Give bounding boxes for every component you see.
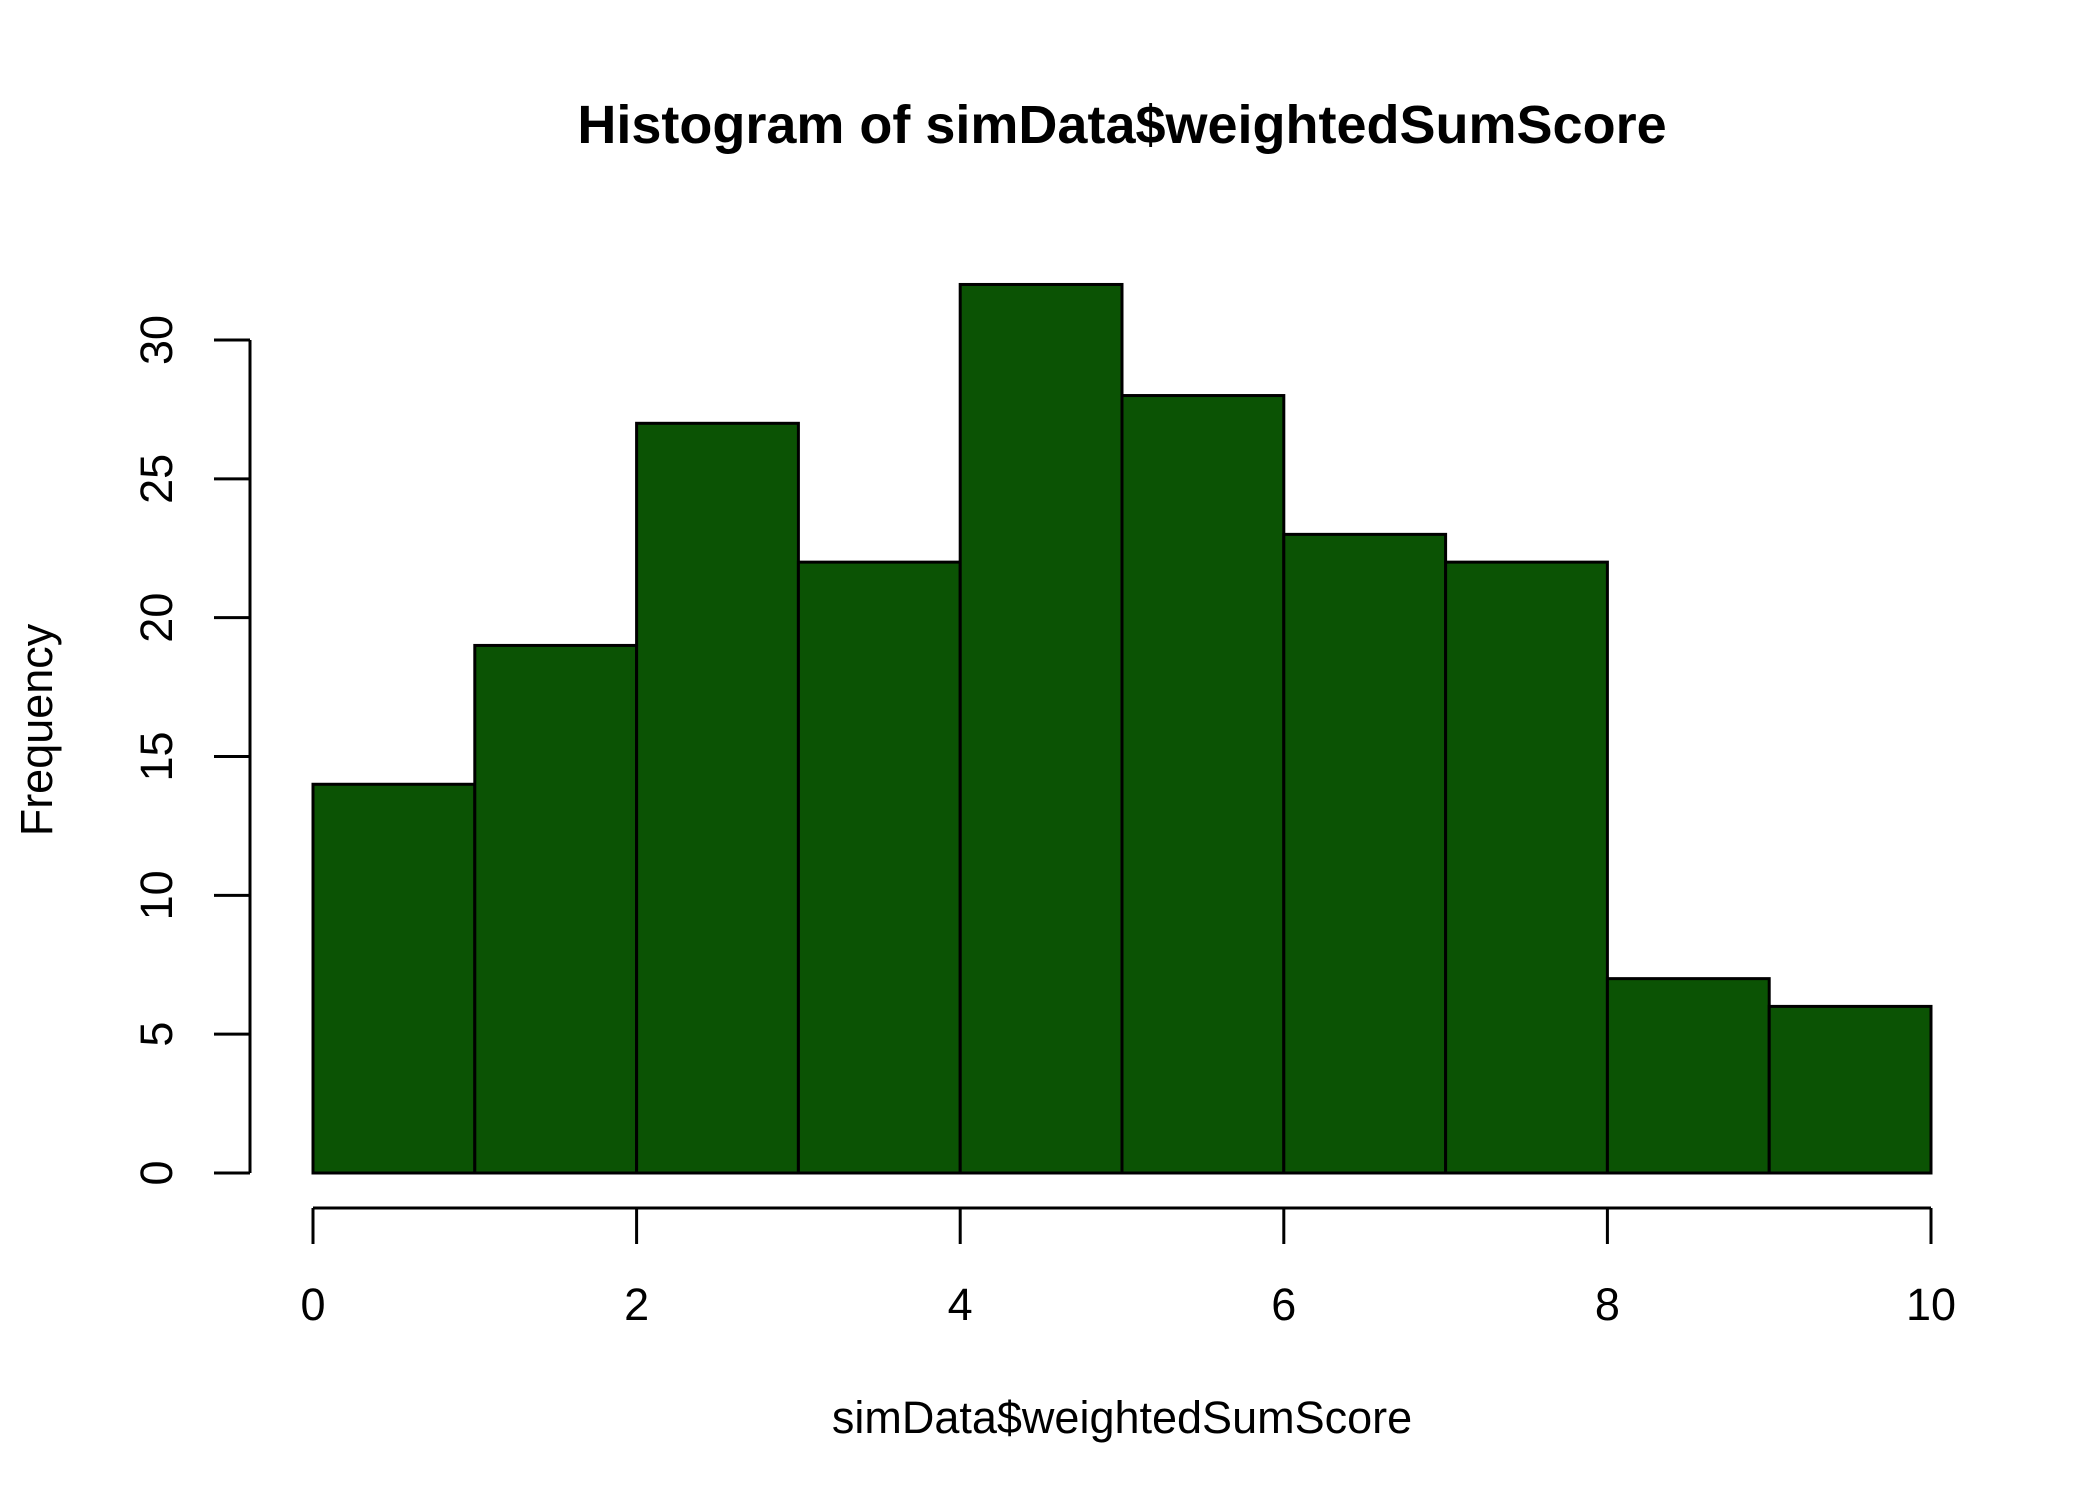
chart-title: Histogram of simData$weightedSumScore — [577, 95, 1666, 155]
histogram-bar-1 — [473, 643, 639, 1175]
x-axis-label: simData$weightedSumScore — [832, 1392, 1412, 1443]
histogram-bar-3 — [796, 560, 962, 1175]
histogram-bar-4 — [958, 282, 1124, 1175]
x-tick-label: 4 — [948, 1279, 973, 1330]
x-tick-label: 10 — [1906, 1279, 1956, 1330]
y-tick-label: 0 — [131, 1160, 182, 1185]
x-axis: 0 2 4 6 8 10 — [300, 1206, 1956, 1330]
y-tick-label: 15 — [131, 731, 182, 781]
y-axis: 0 5 10 15 20 25 30 — [131, 315, 252, 1186]
histogram-bar-5 — [1120, 394, 1286, 1175]
y-tick-label: 25 — [131, 454, 182, 504]
y-tick-label: 30 — [131, 315, 182, 365]
histogram-bar-6 — [1282, 532, 1448, 1175]
x-tick-label: 6 — [1271, 1279, 1296, 1330]
bars-group — [311, 282, 1933, 1175]
histogram-bar-2 — [635, 421, 800, 1175]
histogram-bar-0 — [311, 782, 477, 1175]
x-tick-label: 0 — [300, 1279, 325, 1330]
x-tick-label: 2 — [624, 1279, 649, 1330]
x-tick-label: 8 — [1595, 1279, 1620, 1330]
y-axis-label: Frequency — [11, 623, 62, 836]
y-tick-label: 20 — [131, 593, 182, 643]
histogram-bar-8 — [1605, 977, 1771, 1175]
histogram-bar-9 — [1767, 1004, 1933, 1175]
histogram-bar-7 — [1444, 560, 1609, 1175]
y-tick-label: 5 — [131, 1022, 182, 1047]
y-tick-label: 10 — [131, 870, 182, 920]
